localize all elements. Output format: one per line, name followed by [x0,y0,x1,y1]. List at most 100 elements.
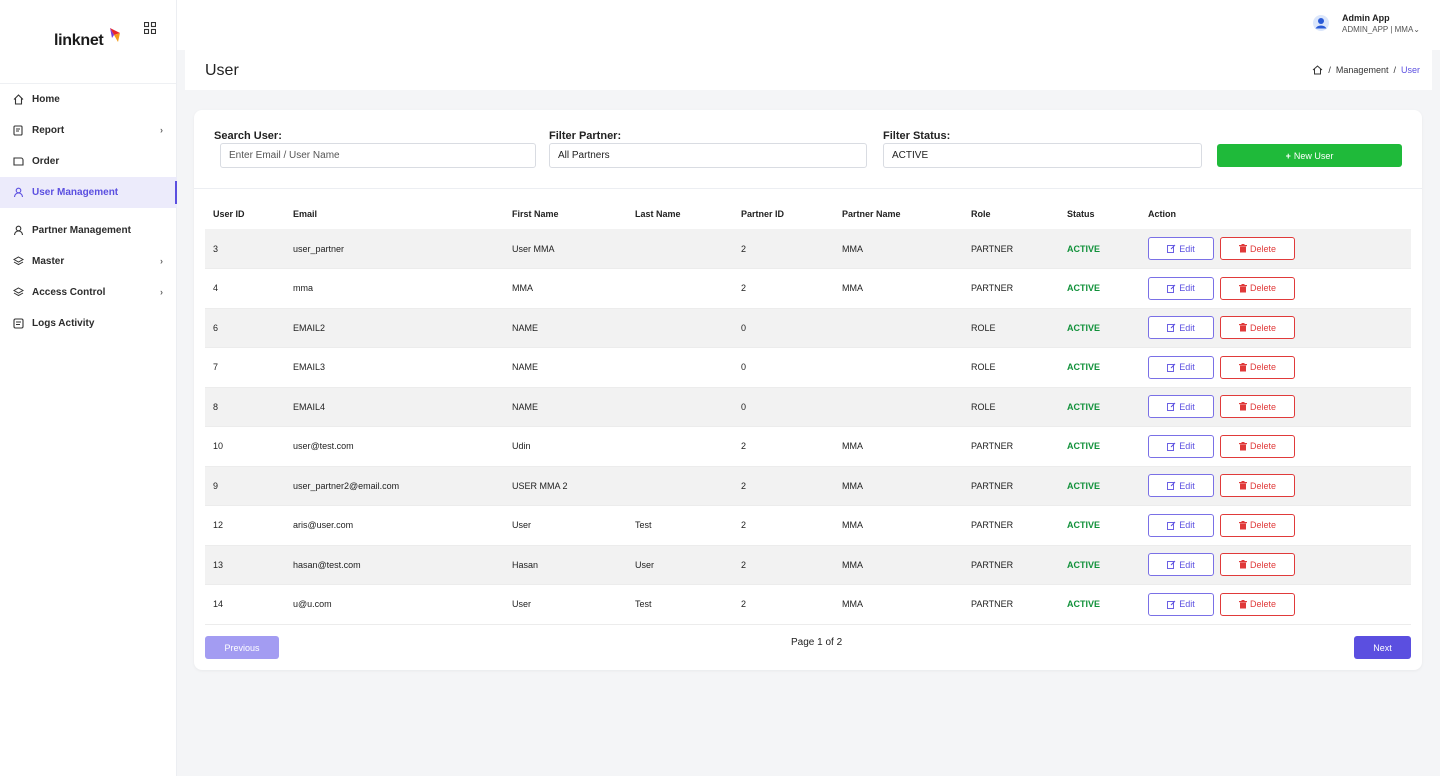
sidebar-item-user-management[interactable]: User Management [0,177,177,208]
cell-actions: Edit Delete [1140,466,1411,506]
cell-first-name: NAME [504,387,627,427]
previous-button[interactable]: Previous [205,636,279,659]
cell-first-name: User [504,584,627,625]
edit-button[interactable]: Edit [1148,553,1214,577]
delete-button[interactable]: Delete [1220,553,1295,577]
edit-button[interactable]: Edit [1148,355,1214,379]
user-info: Admin App ADMIN_APP | MMA⌄ [1342,13,1420,34]
sidebar-item-label: Order [32,156,60,167]
cell-email: user_partner2@email.com [285,466,504,506]
cell-actions: Edit Delete [1140,426,1411,467]
cell-last-name: User [627,545,733,585]
delete-button[interactable]: Delete [1220,592,1295,616]
delete-button[interactable]: Delete [1220,474,1295,498]
sidebar-item-access-control[interactable]: Access Control › [0,277,177,308]
cell-partner-id: 2 [733,505,834,546]
edit-label: Edit [1179,362,1195,373]
delete-button[interactable]: Delete [1220,276,1295,300]
trash-icon [1238,599,1247,609]
cell-first-name: User [504,505,627,546]
user-role: ADMIN_APP | MMA⌄ [1342,25,1420,34]
table-row: 12 aris@user.com User Test 2 MMA PARTNER ACTIVE… [205,505,1411,546]
cell-partner-id: 0 [733,347,834,388]
status-filter-select[interactable]: ACTIVE [883,143,1202,168]
edit-button[interactable]: Edit [1148,474,1214,498]
next-button[interactable]: Next [1354,636,1411,659]
edit-button[interactable]: Edit [1148,276,1214,300]
trash-icon [1238,323,1247,332]
status-badge: ACTIVE [1059,229,1140,269]
cell-role: ROLE [963,308,1059,348]
edit-label: Edit [1179,322,1195,333]
cell-partner-name: MMA [834,229,963,269]
status-badge: ACTIVE [1059,545,1140,585]
trash-icon [1238,520,1247,530]
sidebar-item-master[interactable]: Master › [0,246,177,277]
cell-partner-id: 2 [733,466,834,506]
cell-user-id: 3 [205,229,285,269]
edit-button[interactable]: Edit [1148,316,1214,340]
logs-icon [13,318,24,329]
sidebar-item-label: Partner Management [32,225,131,236]
edit-icon [1167,402,1176,412]
apps-grid-icon[interactable] [144,22,156,34]
order-icon [13,156,24,167]
user-menu[interactable]: Admin App ADMIN_APP | MMA⌄ [1313,13,1420,34]
report-icon [13,125,24,136]
cell-email: u@u.com [285,584,504,625]
layers-icon [13,287,24,298]
delete-button[interactable]: Delete [1220,513,1295,537]
edit-label: Edit [1179,559,1195,570]
status-badge: ACTIVE [1059,426,1140,467]
edit-label: Edit [1179,599,1195,610]
table-row: 3 user_partner User MMA 2 MMA PARTNER ACTIVE Ed… [205,229,1411,269]
logo-mark-icon [110,28,120,42]
cell-first-name: Hasan [504,545,627,585]
trash-icon [1238,481,1247,490]
sidebar-item-partner-management[interactable]: Partner Management [0,215,177,246]
sidebar-item-order[interactable]: Order [0,146,177,177]
edit-button[interactable]: Edit [1148,434,1214,458]
sidebar-item-home[interactable]: Home [0,84,177,115]
col-last-name: Last Name [635,208,681,219]
edit-button[interactable]: Edit [1148,395,1214,419]
cell-partner-name: MMA [834,584,963,625]
cell-partner-id: 2 [733,426,834,467]
partner-filter-select[interactable]: All Partners [549,143,867,168]
delete-button[interactable]: Delete [1220,237,1295,260]
edit-button[interactable]: Edit [1148,592,1214,616]
user-name: Admin App [1342,13,1390,23]
edit-icon [1167,363,1176,372]
breadcrumb-item[interactable]: Management [1335,65,1389,75]
table-row: 4 mma MMA 2 MMA PARTNER ACTIVE Edit Delete [205,268,1411,309]
sidebar-item-logs-activity[interactable]: Logs Activity [0,308,177,339]
delete-button[interactable]: Delete [1220,316,1295,340]
cell-partner-id: 0 [733,387,834,427]
user-role-text: ADMIN_APP | MMA [1342,25,1414,34]
cell-last-name [627,387,733,427]
delete-button[interactable]: Delete [1220,434,1295,458]
edit-button[interactable]: Edit [1148,513,1214,537]
delete-label: Delete [1249,599,1276,610]
search-input[interactable]: Enter Email / User Name [220,143,536,168]
cell-role: PARTNER [963,505,1059,546]
topbar: Admin App ADMIN_APP | MMA⌄ [177,0,1440,50]
table-row: 7 EMAIL3 NAME 0 ROLE ACTIVE Edit Delete [205,347,1411,388]
cell-first-name: NAME [504,308,627,348]
delete-button[interactable]: Delete [1220,355,1295,379]
col-role: Role [971,208,991,219]
delete-button[interactable]: Delete [1220,395,1295,419]
sidebar-item-report[interactable]: Report › [0,115,177,146]
edit-button[interactable]: Edit [1148,237,1214,260]
cell-email: EMAIL4 [285,387,504,427]
layers-icon [13,256,24,267]
cell-role: ROLE [963,347,1059,388]
new-user-button[interactable]: + New User [1217,144,1402,167]
edit-label: Edit [1179,243,1195,254]
home-icon[interactable] [1312,65,1323,75]
edit-label: Edit [1179,520,1195,531]
cell-email: user_partner [285,229,504,269]
trash-icon [1238,362,1247,372]
trash-icon [1238,283,1247,293]
cell-user-id: 14 [205,584,285,625]
